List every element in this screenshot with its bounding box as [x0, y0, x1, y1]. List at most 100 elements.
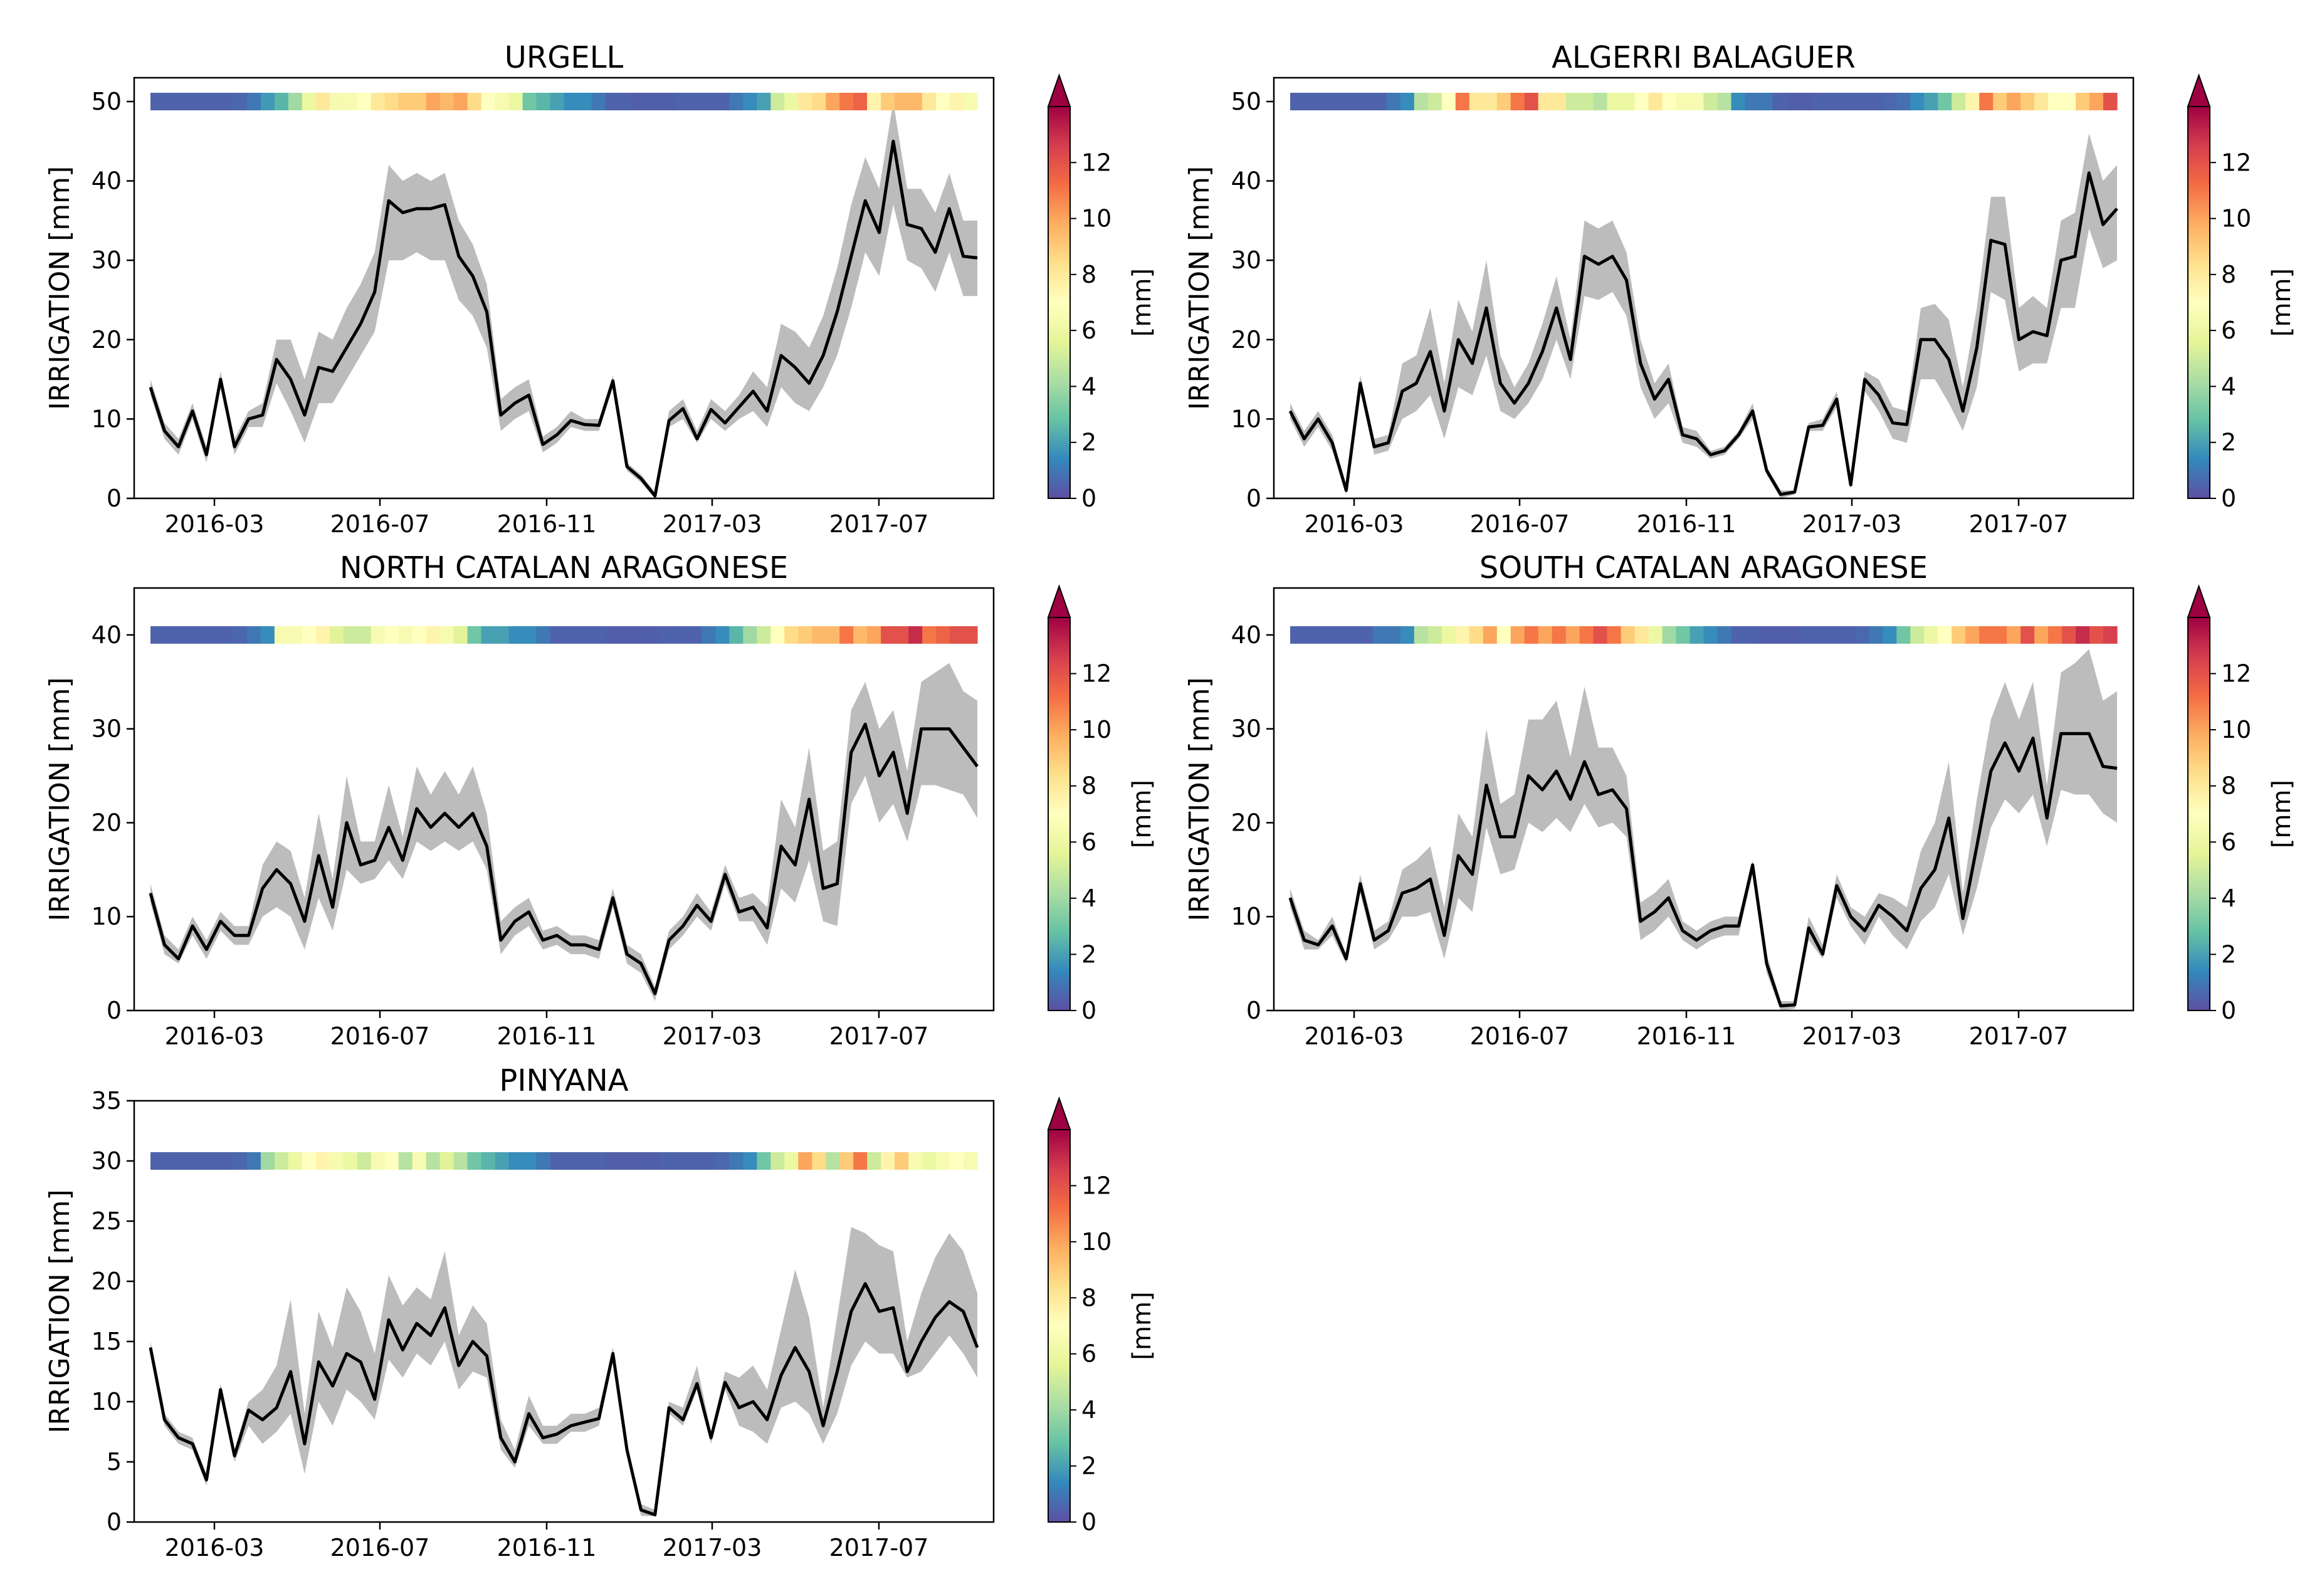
- y-tick-label: 0: [107, 485, 122, 512]
- strip-cell: [646, 93, 661, 110]
- y-tick-label: 15: [92, 1328, 122, 1355]
- strip-cell: [439, 1152, 455, 1170]
- strip-cell: [1621, 626, 1636, 644]
- color-strip: [150, 1152, 978, 1170]
- strip-cell: [743, 626, 757, 644]
- strip-cell: [839, 626, 854, 644]
- strip-cell: [812, 626, 826, 644]
- strip-cell: [191, 626, 206, 644]
- irrigation-line: [1288, 732, 2118, 1007]
- strip-cell: [936, 93, 950, 110]
- irrigation-line: [149, 139, 978, 498]
- colorbar-tick-label: 2: [2221, 429, 2236, 456]
- strip-cell: [1745, 93, 1759, 110]
- colorbar-tick-label: 0: [1081, 1508, 1096, 1536]
- strip-cell: [219, 93, 234, 110]
- y-tick-label: 20: [92, 1268, 122, 1295]
- strip-cell: [757, 93, 771, 110]
- y-tick-label: 30: [1231, 246, 1261, 274]
- strip-cell: [288, 1152, 303, 1170]
- uncertainty-band: [1290, 133, 2117, 499]
- strip-cell: [591, 93, 606, 110]
- strip-cell: [343, 626, 358, 644]
- strip-cell: [288, 93, 303, 110]
- strip-cell: [246, 1152, 261, 1170]
- strip-cell: [784, 626, 799, 644]
- irrigation-line: [1288, 171, 2118, 496]
- strip-cell: [495, 626, 510, 644]
- colorbar-body: [1048, 106, 1071, 499]
- strip-cell: [164, 1152, 179, 1170]
- x-tick-label: 2017-07: [1969, 510, 2069, 538]
- x-tick-label: 2016-11: [1637, 1022, 1737, 1050]
- strip-cell: [1883, 626, 1897, 644]
- colorbar-tick-label: 2: [1081, 1452, 1096, 1480]
- strip-cell: [508, 1152, 523, 1170]
- strip-cell: [1800, 626, 1814, 644]
- strip-cell: [1869, 626, 1883, 644]
- strip-cell: [1717, 93, 1732, 110]
- strip-cell: [467, 626, 482, 644]
- strip-cell: [536, 93, 551, 110]
- y-tick-label: 0: [107, 1508, 122, 1536]
- chart-title: SOUTH CATALAN ARAGONESE: [1479, 550, 1928, 585]
- strip-cell: [1910, 93, 1925, 110]
- strip-cell: [1827, 626, 1842, 644]
- colorbar-tick-label: 4: [2221, 372, 2236, 400]
- strip-cell: [1524, 626, 1539, 644]
- strip-cell: [536, 626, 551, 644]
- strip-cell: [398, 626, 413, 644]
- strip-cell: [1662, 93, 1677, 110]
- x-tick-label: 2016-07: [1470, 510, 1570, 538]
- strip-cell: [881, 1152, 895, 1170]
- colorbar-tick-label: 8: [1081, 1284, 1096, 1311]
- strip-cell: [564, 626, 579, 644]
- strip-cell: [1358, 626, 1374, 644]
- strip-cell: [1538, 626, 1553, 644]
- strip-cell: [1510, 626, 1525, 644]
- strip-cell: [1731, 626, 1746, 644]
- x-tick-label: 2016-11: [1637, 510, 1737, 538]
- strip-cell: [178, 1152, 192, 1170]
- x-tick-label: 2016-07: [330, 1534, 430, 1562]
- y-tick-label: 20: [92, 326, 122, 354]
- strip-cell: [729, 93, 744, 110]
- strip-cell: [950, 93, 964, 110]
- strip-cell: [370, 93, 386, 110]
- strip-cell: [288, 626, 303, 644]
- strip-cell: [1786, 626, 1800, 644]
- strip-cell: [1552, 626, 1567, 644]
- strip-cell: [743, 93, 757, 110]
- colorbar-tick-label: 8: [2221, 772, 2236, 800]
- strip-cell: [619, 626, 633, 644]
- strip-cell: [908, 1152, 923, 1170]
- strip-cell: [1414, 93, 1429, 110]
- strip-cell: [674, 1152, 688, 1170]
- strip-cell: [2103, 93, 2118, 110]
- strip-cell: [329, 1152, 344, 1170]
- strip-cell: [1841, 626, 1856, 644]
- strip-cell: [508, 93, 523, 110]
- strip-cell: [1689, 93, 1705, 110]
- strip-cell: [1455, 93, 1470, 110]
- y-tick-label: 50: [92, 88, 122, 115]
- strip-cell: [191, 1152, 206, 1170]
- strip-cell: [150, 1152, 165, 1170]
- strip-cell: [853, 626, 868, 644]
- colorbar-tick-label: 2: [1081, 429, 1096, 456]
- strip-cell: [150, 626, 165, 644]
- strip-cell: [412, 1152, 427, 1170]
- colorbar-tick-label: 6: [1081, 828, 1096, 856]
- strip-cell: [384, 626, 399, 644]
- chart-title: PINYANA: [499, 1063, 628, 1098]
- strip-cell: [191, 93, 206, 110]
- strip-cell: [770, 93, 785, 110]
- strip-cell: [1483, 93, 1498, 110]
- strip-cell: [688, 93, 702, 110]
- x-tick-label: 2017-07: [1969, 1022, 2069, 1050]
- strip-cell: [784, 1152, 799, 1170]
- strip-cell: [2103, 626, 2118, 644]
- strip-cell: [398, 93, 413, 110]
- colorbar-extend-arrow: [2187, 73, 2211, 107]
